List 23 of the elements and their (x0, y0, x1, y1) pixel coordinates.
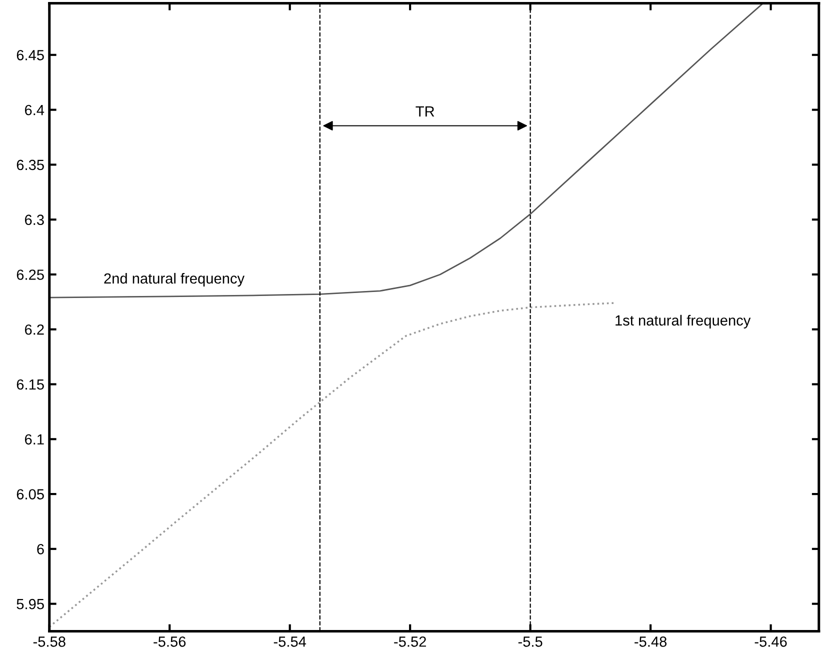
annotation: TR (416, 106, 434, 116)
x-tick-label: -5.5 (518, 636, 542, 647)
x-tick-label: -5.58 (33, 636, 66, 647)
x-tick-label: -5.54 (274, 636, 306, 647)
y-tick-label: 6.25 (16, 270, 44, 280)
y-tick-label: 6.15 (16, 379, 44, 390)
x-tick-label: -5.46 (754, 636, 787, 647)
y-tick-label: 6.35 (16, 160, 44, 170)
y-tick-label: 6.1 (24, 434, 44, 445)
y-tick-label: 6 (37, 544, 44, 554)
x-tick-label: -5.48 (634, 636, 667, 647)
y-tick-label: 6.4 (24, 104, 44, 116)
x-tick-label: -5.56 (154, 636, 186, 647)
y-tick-label: 6.2 (24, 324, 44, 335)
y-tick-label: 6.3 (24, 214, 44, 225)
series-label: 1st natural frequency (616, 314, 751, 328)
series-label: 2nd natural frequency (104, 272, 245, 287)
line-series (49, 3, 764, 298)
y-tick-label: 6.05 (16, 489, 44, 500)
y-tick-label: 6.45 (16, 50, 44, 60)
x-tick-label: -5.52 (394, 636, 426, 647)
y-tick-label: 5.95 (16, 598, 44, 610)
line-series (49, 302, 616, 628)
